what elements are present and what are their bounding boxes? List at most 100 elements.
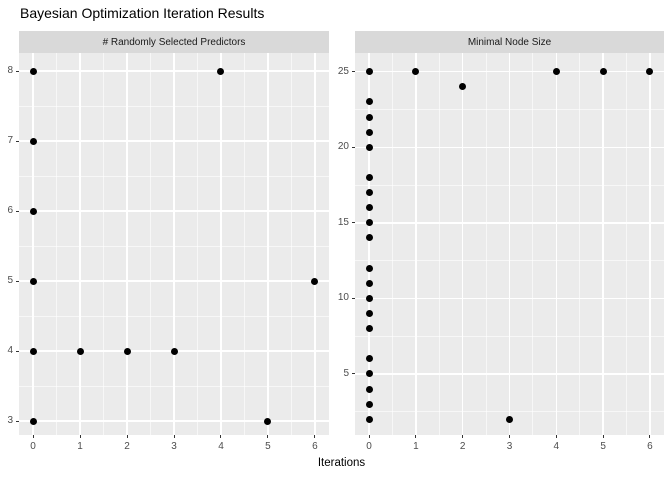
data-point xyxy=(365,279,373,287)
gridline-major-h xyxy=(19,280,329,282)
data-point xyxy=(365,264,373,272)
data-point xyxy=(76,347,84,355)
y-tick-label: 20 xyxy=(337,141,349,153)
data-point xyxy=(29,137,37,145)
y-axis-tick xyxy=(352,146,355,148)
data-point xyxy=(365,113,373,121)
y-axis-tick xyxy=(16,280,19,282)
x-axis-tick xyxy=(32,435,34,438)
gridline-major-v xyxy=(267,53,269,435)
gridline-major-h xyxy=(355,146,664,149)
y-axis-tick xyxy=(16,140,19,142)
gridline-major-v xyxy=(461,53,464,435)
gridline-major-v xyxy=(649,53,651,435)
data-point xyxy=(365,189,373,197)
data-point xyxy=(646,68,654,76)
x-axis-title: Iterations xyxy=(317,457,366,469)
plot-title: Bayesian Optimization Iteration Results xyxy=(20,5,265,21)
gridline-major-v xyxy=(173,53,175,435)
x-tick-label: 5 xyxy=(600,441,606,452)
data-point xyxy=(552,68,560,76)
y-tick-label: 10 xyxy=(337,292,349,304)
gridline-major-v xyxy=(368,53,370,435)
gridline-major-v xyxy=(32,53,34,435)
data-point xyxy=(412,68,420,76)
x-axis-tick xyxy=(267,435,269,438)
x-axis-tick xyxy=(126,435,128,438)
x-tick-label: 2 xyxy=(124,441,130,452)
data-point xyxy=(365,294,373,302)
y-tick-label: 4 xyxy=(7,345,13,357)
y-axis-tick xyxy=(16,350,19,352)
gridline-minor-v xyxy=(485,53,487,435)
y-axis-tick xyxy=(352,373,355,375)
x-tick-label: 2 xyxy=(459,441,466,452)
data-point xyxy=(29,277,37,285)
gridline-minor-v xyxy=(532,53,534,435)
gridline-major-h xyxy=(19,420,329,422)
gridline-major-v xyxy=(314,53,316,435)
data-point xyxy=(365,68,373,76)
x-axis-tick xyxy=(415,435,417,438)
gridline-major-v xyxy=(555,53,558,435)
data-point xyxy=(365,204,373,212)
facet-strip-label: # Randomly Selected Predictors xyxy=(102,36,246,48)
data-point xyxy=(365,355,373,363)
x-tick-label: 4 xyxy=(553,441,560,452)
x-tick-label: 6 xyxy=(312,441,318,452)
x-axis-tick xyxy=(555,435,557,438)
gridline-major-v xyxy=(602,53,604,435)
x-tick-label: 5 xyxy=(265,441,271,452)
x-axis-tick xyxy=(649,435,651,438)
gridline-minor-v xyxy=(579,53,581,435)
data-point xyxy=(170,347,178,355)
data-point xyxy=(459,83,467,91)
gridline-major-v xyxy=(415,53,417,435)
panel-predictors xyxy=(19,53,329,435)
facet-strip-node-size: Minimal Node Size xyxy=(355,31,664,53)
data-point xyxy=(599,68,607,76)
x-axis-tick xyxy=(173,435,175,438)
gridline-major-h xyxy=(355,373,664,375)
y-axis-tick xyxy=(352,222,355,224)
x-tick-label: 0 xyxy=(30,441,36,452)
gridline-minor-v xyxy=(56,53,58,435)
gridline-major-v xyxy=(220,53,222,435)
data-point xyxy=(365,128,373,136)
data-point xyxy=(311,277,319,285)
panel-node-size xyxy=(355,53,664,435)
facet-strip-predictors: # Randomly Selected Predictors xyxy=(19,31,329,53)
x-axis-tick xyxy=(462,435,464,438)
y-tick-label: 3 xyxy=(7,415,13,426)
x-tick-label: 0 xyxy=(366,441,372,452)
x-axis-tick xyxy=(368,435,370,438)
gridline-major-v xyxy=(508,53,511,435)
y-axis-tick xyxy=(16,210,19,212)
data-point xyxy=(217,67,225,75)
y-axis-tick xyxy=(352,297,355,299)
gridline-major-h xyxy=(355,70,664,73)
data-point xyxy=(29,207,37,215)
data-point xyxy=(365,310,373,317)
x-tick-label: 6 xyxy=(647,441,653,452)
gridline-minor-v xyxy=(103,53,105,435)
y-axis-tick xyxy=(16,420,19,422)
y-tick-label: 8 xyxy=(7,65,13,77)
x-axis-tick xyxy=(602,435,604,438)
gridline-minor-v xyxy=(243,53,245,435)
gridline-minor-v xyxy=(290,53,292,435)
data-point xyxy=(365,174,373,181)
y-tick-label: 5 xyxy=(343,367,349,379)
gridline-minor-v xyxy=(196,53,198,435)
x-axis-tick xyxy=(314,435,316,438)
data-point xyxy=(123,347,131,355)
x-tick-label: 3 xyxy=(506,441,513,452)
y-tick-label: 25 xyxy=(337,65,349,77)
y-axis-tick xyxy=(352,71,355,73)
data-point xyxy=(365,234,373,242)
y-tick-label: 7 xyxy=(7,135,13,147)
data-point xyxy=(365,385,373,393)
gridline-major-h xyxy=(19,140,329,142)
gridline-minor-v xyxy=(438,53,440,435)
